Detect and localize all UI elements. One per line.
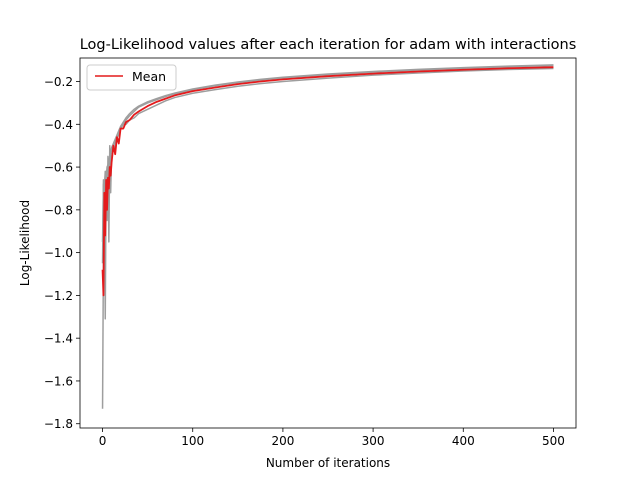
y-tick-label: −0.4 (44, 118, 73, 132)
y-tick-label: −1.2 (44, 289, 73, 303)
y-axis-ticks: −1.8 −1.6 −1.4 −1.2 −1.0 −0.8 −0.6 −0.4 −0.2 (44, 75, 80, 431)
x-tick-label: 300 (362, 434, 385, 448)
x-axis-label: Number of iterations (266, 456, 390, 470)
y-axis-label: Log-Likelihood (18, 200, 32, 286)
legend-mean-label: Mean (132, 69, 166, 84)
chart-title: Log-Likelihood values after each iterati… (80, 37, 577, 53)
x-tick-label: 0 (99, 434, 107, 448)
y-tick-label: −1.0 (44, 246, 73, 260)
y-tick-label: −1.4 (44, 332, 73, 346)
x-tick-label: 100 (181, 434, 204, 448)
legend: Mean (86, 64, 177, 91)
y-tick-label: −0.2 (44, 75, 73, 89)
x-axis-ticks: 0 100 200 300 400 500 (99, 428, 565, 448)
x-tick-label: 200 (271, 434, 294, 448)
series-layer (101, 64, 554, 409)
mean-line (101, 66, 554, 297)
y-tick-label: −1.8 (44, 417, 73, 431)
x-tick-label: 400 (452, 434, 475, 448)
legend-frame (86, 64, 177, 91)
y-tick-label: −1.6 (44, 374, 73, 388)
x-tick-label: 500 (542, 434, 565, 448)
y-tick-label: −0.8 (44, 203, 73, 217)
y-tick-label: −0.6 (44, 161, 73, 175)
run-line-3 (101, 64, 554, 264)
plot-frame (79, 57, 577, 429)
